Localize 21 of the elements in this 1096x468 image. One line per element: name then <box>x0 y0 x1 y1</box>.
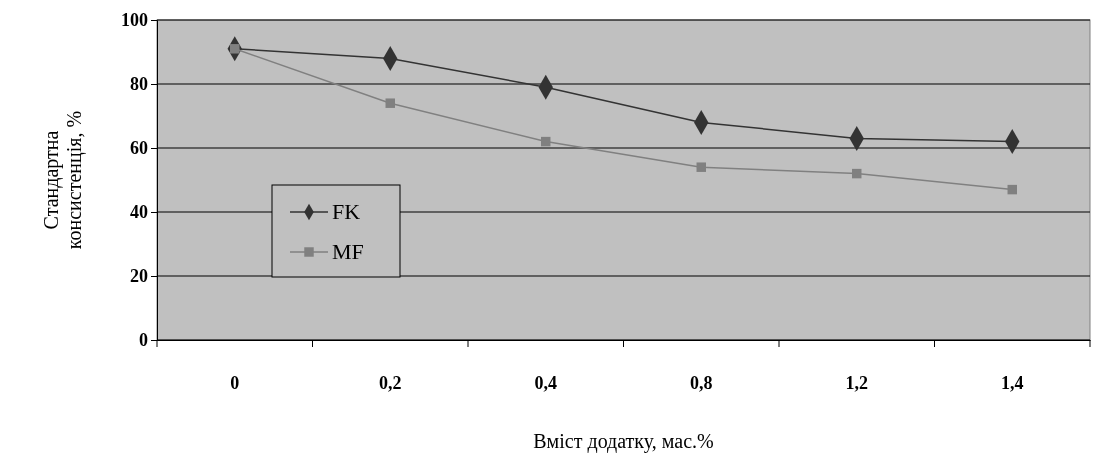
y-tick-label: 0 <box>139 330 148 351</box>
y-axis-title: Стандартна консистенція, % <box>40 110 86 250</box>
x-tick-label: 0,4 <box>534 372 557 393</box>
x-tick-label: 1,4 <box>1001 372 1024 393</box>
legend-label: MF <box>332 239 364 264</box>
x-tick-label: 0 <box>230 372 240 393</box>
x-tick-label: 0,8 <box>690 372 713 393</box>
x-axis-title: Вміст додатку, мас.% <box>533 430 714 453</box>
y-tick-label: 80 <box>130 74 148 95</box>
x-tick-label: 0,2 <box>379 372 402 393</box>
y-tick-label: 20 <box>130 266 148 287</box>
y-tick-label: 100 <box>121 10 148 31</box>
point <box>385 98 395 108</box>
legend-label: FK <box>332 199 361 224</box>
y-tick-label: 60 <box>130 138 148 159</box>
y-tick-label: 40 <box>130 202 148 223</box>
point <box>852 168 862 179</box>
point <box>696 162 706 172</box>
x-tick-label: 1,2 <box>845 372 868 393</box>
point <box>541 136 551 147</box>
point <box>1007 184 1017 195</box>
